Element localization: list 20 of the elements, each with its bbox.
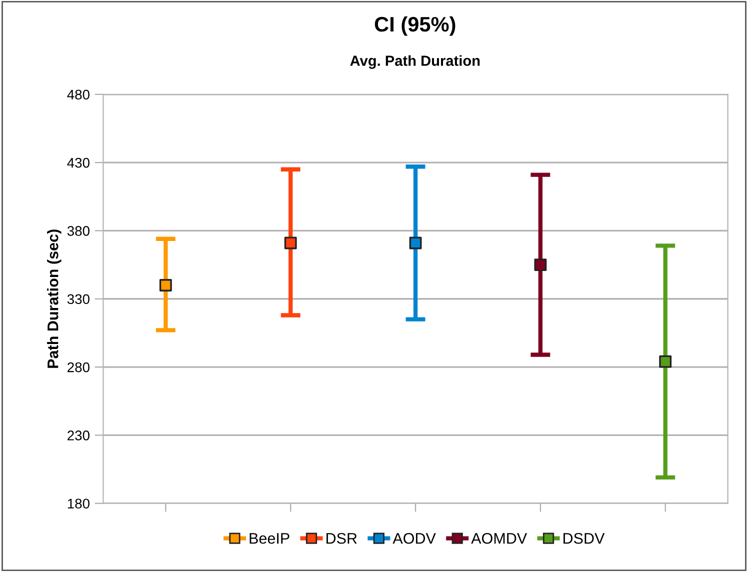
y-tick-label: 230 — [68, 430, 90, 440]
point — [284, 236, 297, 250]
legend-label: AOMDV — [471, 532, 528, 544]
point — [659, 355, 672, 368]
legend-label: DSR — [326, 532, 357, 544]
legend-label: BeeIP — [250, 533, 290, 544]
y-tick-label: 330 — [67, 294, 90, 304]
y-tick-label: 280 — [68, 362, 90, 372]
chart-subtitle: Avg. Path Duration — [350, 55, 480, 69]
y-tick-label: 480 — [67, 90, 90, 100]
chart-title: CI (95%) — [374, 16, 456, 36]
point — [534, 258, 547, 272]
point — [159, 279, 172, 292]
legend-label: AODV — [392, 532, 436, 544]
y-axis-title: Path Duration (sec) — [47, 230, 62, 368]
y-tick-label: 430 — [67, 158, 90, 168]
y-tick-label: 180 — [68, 498, 90, 509]
point — [409, 236, 422, 250]
y-tick-label: 380 — [67, 226, 90, 236]
legend-label: DSDV — [564, 532, 605, 544]
